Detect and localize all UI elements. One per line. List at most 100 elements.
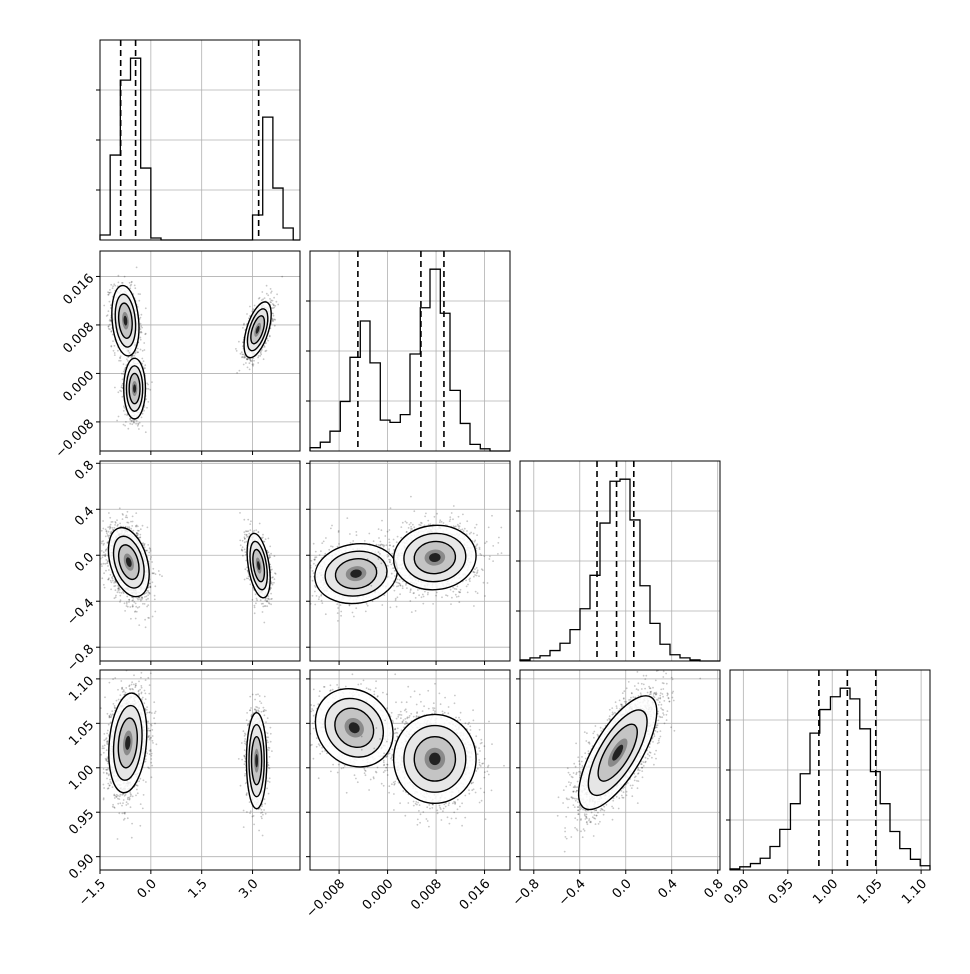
scatter-point	[238, 341, 240, 343]
density-core	[133, 384, 136, 392]
scatter-point	[240, 353, 242, 355]
scatter-point	[276, 293, 278, 295]
scatter-point	[141, 358, 143, 360]
scatter-point	[147, 544, 149, 546]
scatter-point	[151, 561, 153, 563]
scatter-point	[108, 531, 110, 533]
scatter-point	[144, 603, 146, 605]
scatter-point	[144, 349, 146, 351]
scatter-point	[243, 519, 245, 521]
scatter-point	[147, 604, 149, 606]
scatter-point	[145, 431, 147, 433]
scatter-point	[152, 568, 154, 570]
scatter-point	[126, 515, 128, 517]
scatter-point	[110, 284, 112, 286]
scatter-point	[128, 526, 130, 528]
scatter-point	[137, 351, 139, 353]
scatter-point	[142, 350, 144, 352]
scatter-point	[102, 520, 104, 522]
scatter-point	[119, 523, 121, 525]
scatter-point	[239, 370, 241, 372]
scatter-point	[112, 340, 114, 342]
scatter-point	[115, 595, 117, 597]
scatter-point	[135, 603, 137, 605]
scatter-point	[147, 401, 149, 403]
scatter-point	[143, 410, 145, 412]
scatter-point	[146, 596, 148, 598]
scatter-point	[130, 528, 132, 530]
scatter-point	[103, 563, 105, 565]
scatter-point	[146, 606, 148, 608]
scatter-point	[141, 417, 143, 419]
scatter-point	[142, 525, 144, 527]
scatter-point	[236, 350, 238, 352]
scatter-point	[152, 581, 154, 583]
scatter-point	[105, 549, 107, 551]
scatter-point	[135, 353, 137, 355]
scatter-point	[123, 592, 125, 594]
scatter-point	[119, 592, 121, 594]
scatter-point	[274, 325, 276, 327]
scatter-point	[121, 373, 123, 375]
scatter-point	[137, 348, 139, 350]
scatter-point	[134, 285, 136, 287]
scatter-point	[135, 606, 137, 608]
scatter-point	[110, 346, 112, 348]
scatter-point	[143, 360, 145, 362]
scatter-point	[119, 601, 121, 603]
scatter-point	[117, 524, 119, 526]
scatter-point	[110, 588, 112, 590]
scatter-point	[101, 541, 103, 543]
scatter-point	[146, 388, 148, 390]
scatter-point	[273, 315, 275, 317]
scatter-point	[131, 281, 133, 283]
scatter-point	[141, 599, 143, 601]
scatter-point	[106, 315, 108, 317]
scatter-point	[249, 369, 251, 371]
scatter-point	[107, 565, 109, 567]
scatter-point	[259, 355, 261, 357]
scatter-point	[138, 300, 140, 302]
scatter-point	[277, 304, 279, 306]
scatter-point	[112, 521, 114, 523]
scatter-point	[114, 581, 116, 583]
scatter-point	[127, 360, 129, 362]
scatter-point	[139, 293, 141, 295]
scatter-point	[97, 516, 99, 518]
scatter-point	[258, 355, 260, 357]
scatter-point	[151, 381, 153, 383]
scatter-point	[127, 428, 129, 430]
scatter-point	[153, 572, 155, 574]
scatter-point	[132, 516, 134, 518]
panel-content	[91, 507, 276, 628]
scatter-point	[107, 294, 109, 296]
scatter-point	[106, 531, 108, 533]
scatter-point	[143, 342, 145, 344]
scatter-point	[270, 288, 272, 290]
scatter-point	[150, 556, 152, 558]
scatter-point	[121, 592, 123, 594]
scatter-point	[272, 313, 274, 315]
histogram-step-line	[310, 269, 510, 451]
scatter-point	[244, 568, 246, 570]
scatter-point	[116, 519, 118, 521]
scatter-point	[130, 284, 132, 286]
scatter-point	[135, 525, 137, 527]
scatter-point	[133, 601, 135, 603]
scatter-point	[249, 362, 251, 364]
scatter-point	[141, 327, 143, 329]
scatter-point	[122, 518, 124, 520]
scatter-point	[135, 610, 137, 612]
scatter-point	[269, 336, 271, 338]
scatter-point	[131, 423, 133, 425]
scatter-point	[102, 554, 104, 556]
scatter-point	[109, 292, 111, 294]
scatter-point	[121, 282, 123, 284]
scatter-point	[120, 355, 122, 357]
scatter-point	[146, 382, 148, 384]
scatter-point	[140, 528, 142, 530]
scatter-point	[250, 361, 252, 363]
scatter-point	[137, 599, 139, 601]
scatter-point	[135, 512, 137, 514]
